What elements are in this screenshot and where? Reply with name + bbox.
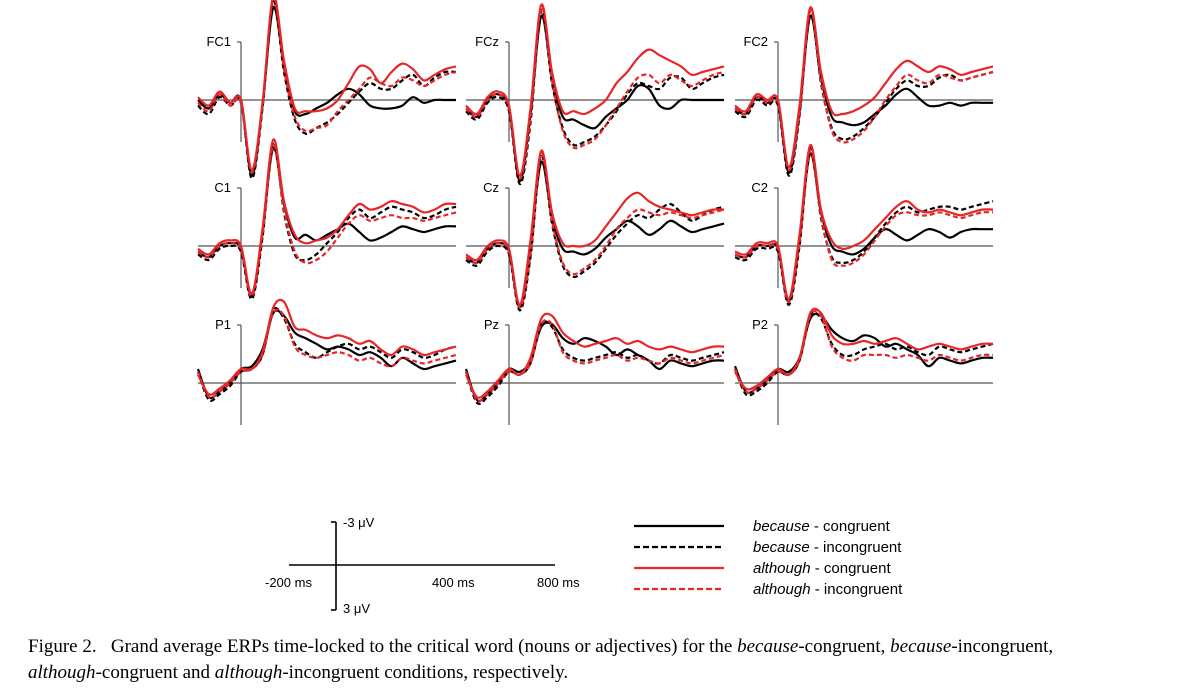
series-line-1 — [465, 160, 725, 309]
figure-caption: Figure 2. Grand average ERPs time-locked… — [28, 634, 1178, 686]
caption-italic-4: although — [214, 662, 283, 683]
series-line-3 — [197, 0, 457, 172]
panel-label: P1 — [215, 317, 231, 332]
series-line-4 — [464, 318, 725, 402]
panel-pz: Pz — [464, 312, 725, 425]
series-line-1 — [197, 6, 456, 177]
series-line-4 — [197, 0, 457, 174]
series-line-3 — [465, 149, 725, 306]
series-line-2 — [197, 0, 457, 180]
series-line-4 — [734, 149, 994, 304]
series-line-3 — [734, 307, 994, 391]
panel-fc1: FC1 — [197, 0, 457, 180]
panel-label: FCz — [475, 34, 499, 49]
scale-bar: -3 μV 3 μV -200 ms 400 ms 800 ms — [265, 515, 580, 616]
series-line-1 — [464, 321, 725, 403]
caption-text-5: -incongruent conditions, respectively. — [282, 662, 569, 683]
panel-p1: P1 — [196, 298, 457, 425]
legend-label-3: although - congruent — [753, 560, 891, 577]
series-line-3 — [734, 6, 994, 169]
panel-label: Cz — [483, 180, 499, 195]
panel-label: P2 — [752, 317, 768, 332]
series-line-3 — [197, 138, 457, 295]
panel-label: FC1 — [206, 34, 231, 49]
scale-neg-label: -3 μV — [343, 515, 375, 530]
panel-label: C1 — [214, 180, 231, 195]
panel-fc2: FC2 — [734, 6, 994, 177]
series-line-4 — [734, 9, 994, 172]
series-line-3 — [465, 3, 725, 177]
panel-label: Pz — [484, 317, 499, 332]
caption-italic-1: because — [737, 636, 799, 657]
series-line-2 — [465, 155, 725, 312]
series-line-1 — [733, 312, 994, 394]
series-line-2 — [197, 141, 457, 301]
scale-tick-label-2: 800 ms — [537, 575, 580, 590]
caption-figure-number: Figure 2. — [28, 636, 97, 657]
series-line-1 — [465, 14, 724, 183]
series-line-2 — [196, 307, 457, 402]
caption-italic-2: because — [890, 636, 952, 657]
caption-italic-3: although — [28, 662, 96, 683]
series-line-2 — [464, 320, 725, 405]
caption-text-1: Grand average ERPs time-locked to the cr… — [110, 636, 738, 657]
caption-text-2: -congruent, — [798, 636, 891, 657]
legend: because - congruent because - incongruent… — [634, 518, 903, 598]
panel-label: FC2 — [743, 34, 768, 49]
scale-tick-label-0: -200 ms — [265, 575, 312, 590]
panel-cz: Cz — [465, 149, 725, 312]
panel-fcz: FCz — [465, 3, 725, 186]
legend-label-2: because - incongruent — [753, 539, 902, 556]
panel-c2: C2 — [734, 144, 994, 306]
series-line-4 — [465, 6, 725, 180]
series-line-3 — [464, 312, 725, 399]
series-line-1 — [197, 146, 457, 298]
scale-tick-label-1: 400 ms — [432, 575, 475, 590]
series-line-3 — [197, 298, 457, 396]
panel-c1: C1 — [197, 138, 457, 301]
series-line-3 — [734, 144, 994, 301]
caption-text-3: -incongruent, — [951, 636, 1054, 657]
legend-label-4: although - incongruent — [753, 581, 903, 598]
series-line-2 — [734, 146, 994, 306]
scale-pos-label: 3 μV — [343, 601, 370, 616]
series-line-1 — [734, 152, 993, 304]
erp-panels: FC1 FCz FC2 C1 Cz C2 P1 Pz P2 — [196, 0, 994, 425]
series-line-4 — [465, 152, 725, 309]
caption-text-4: -congruent and — [95, 662, 215, 683]
panel-label: C2 — [751, 180, 768, 195]
series-line-1 — [734, 14, 993, 174]
legend-label-1: because - congruent — [753, 518, 891, 535]
series-line-4 — [733, 309, 994, 394]
series-line-2 — [734, 9, 994, 177]
series-line-4 — [196, 308, 457, 399]
series-line-4 — [197, 144, 457, 298]
panel-p2: P2 — [733, 307, 994, 425]
